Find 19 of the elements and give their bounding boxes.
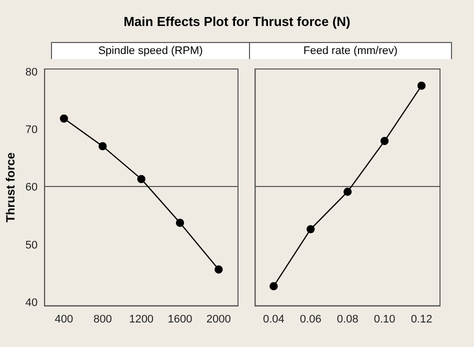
x-tick-label: 0.10 bbox=[374, 313, 396, 326]
x-tick-label: 800 bbox=[93, 313, 112, 326]
x-tick-label: 400 bbox=[54, 313, 74, 326]
y-tick-label: 50 bbox=[25, 239, 38, 252]
chart-title: Main Effects Plot for Thrust force (N) bbox=[122, 14, 352, 29]
x-tick-label: 0.12 bbox=[410, 313, 432, 326]
x-tick-label: 0.06 bbox=[300, 313, 322, 326]
y-axis-title: Thrust force bbox=[4, 152, 18, 222]
y-tick-label: 70 bbox=[25, 124, 38, 136]
chart-subtitle: Feed rate (mm/rev) bbox=[250, 42, 452, 59]
chart-subtitle: Spindle speed (RPM) bbox=[51, 42, 250, 59]
x-tick-label: 0.08 bbox=[336, 313, 358, 326]
y-tick-label: 60 bbox=[25, 182, 38, 194]
y-tick-label: 80 bbox=[25, 66, 38, 78]
x-tick-label: 1200 bbox=[129, 313, 154, 326]
y-tick-label: 40 bbox=[25, 296, 38, 309]
x-tick-label: 2000 bbox=[206, 313, 231, 326]
x-tick-label: 0.04 bbox=[262, 313, 284, 326]
x-tick-label: 1600 bbox=[168, 313, 192, 326]
